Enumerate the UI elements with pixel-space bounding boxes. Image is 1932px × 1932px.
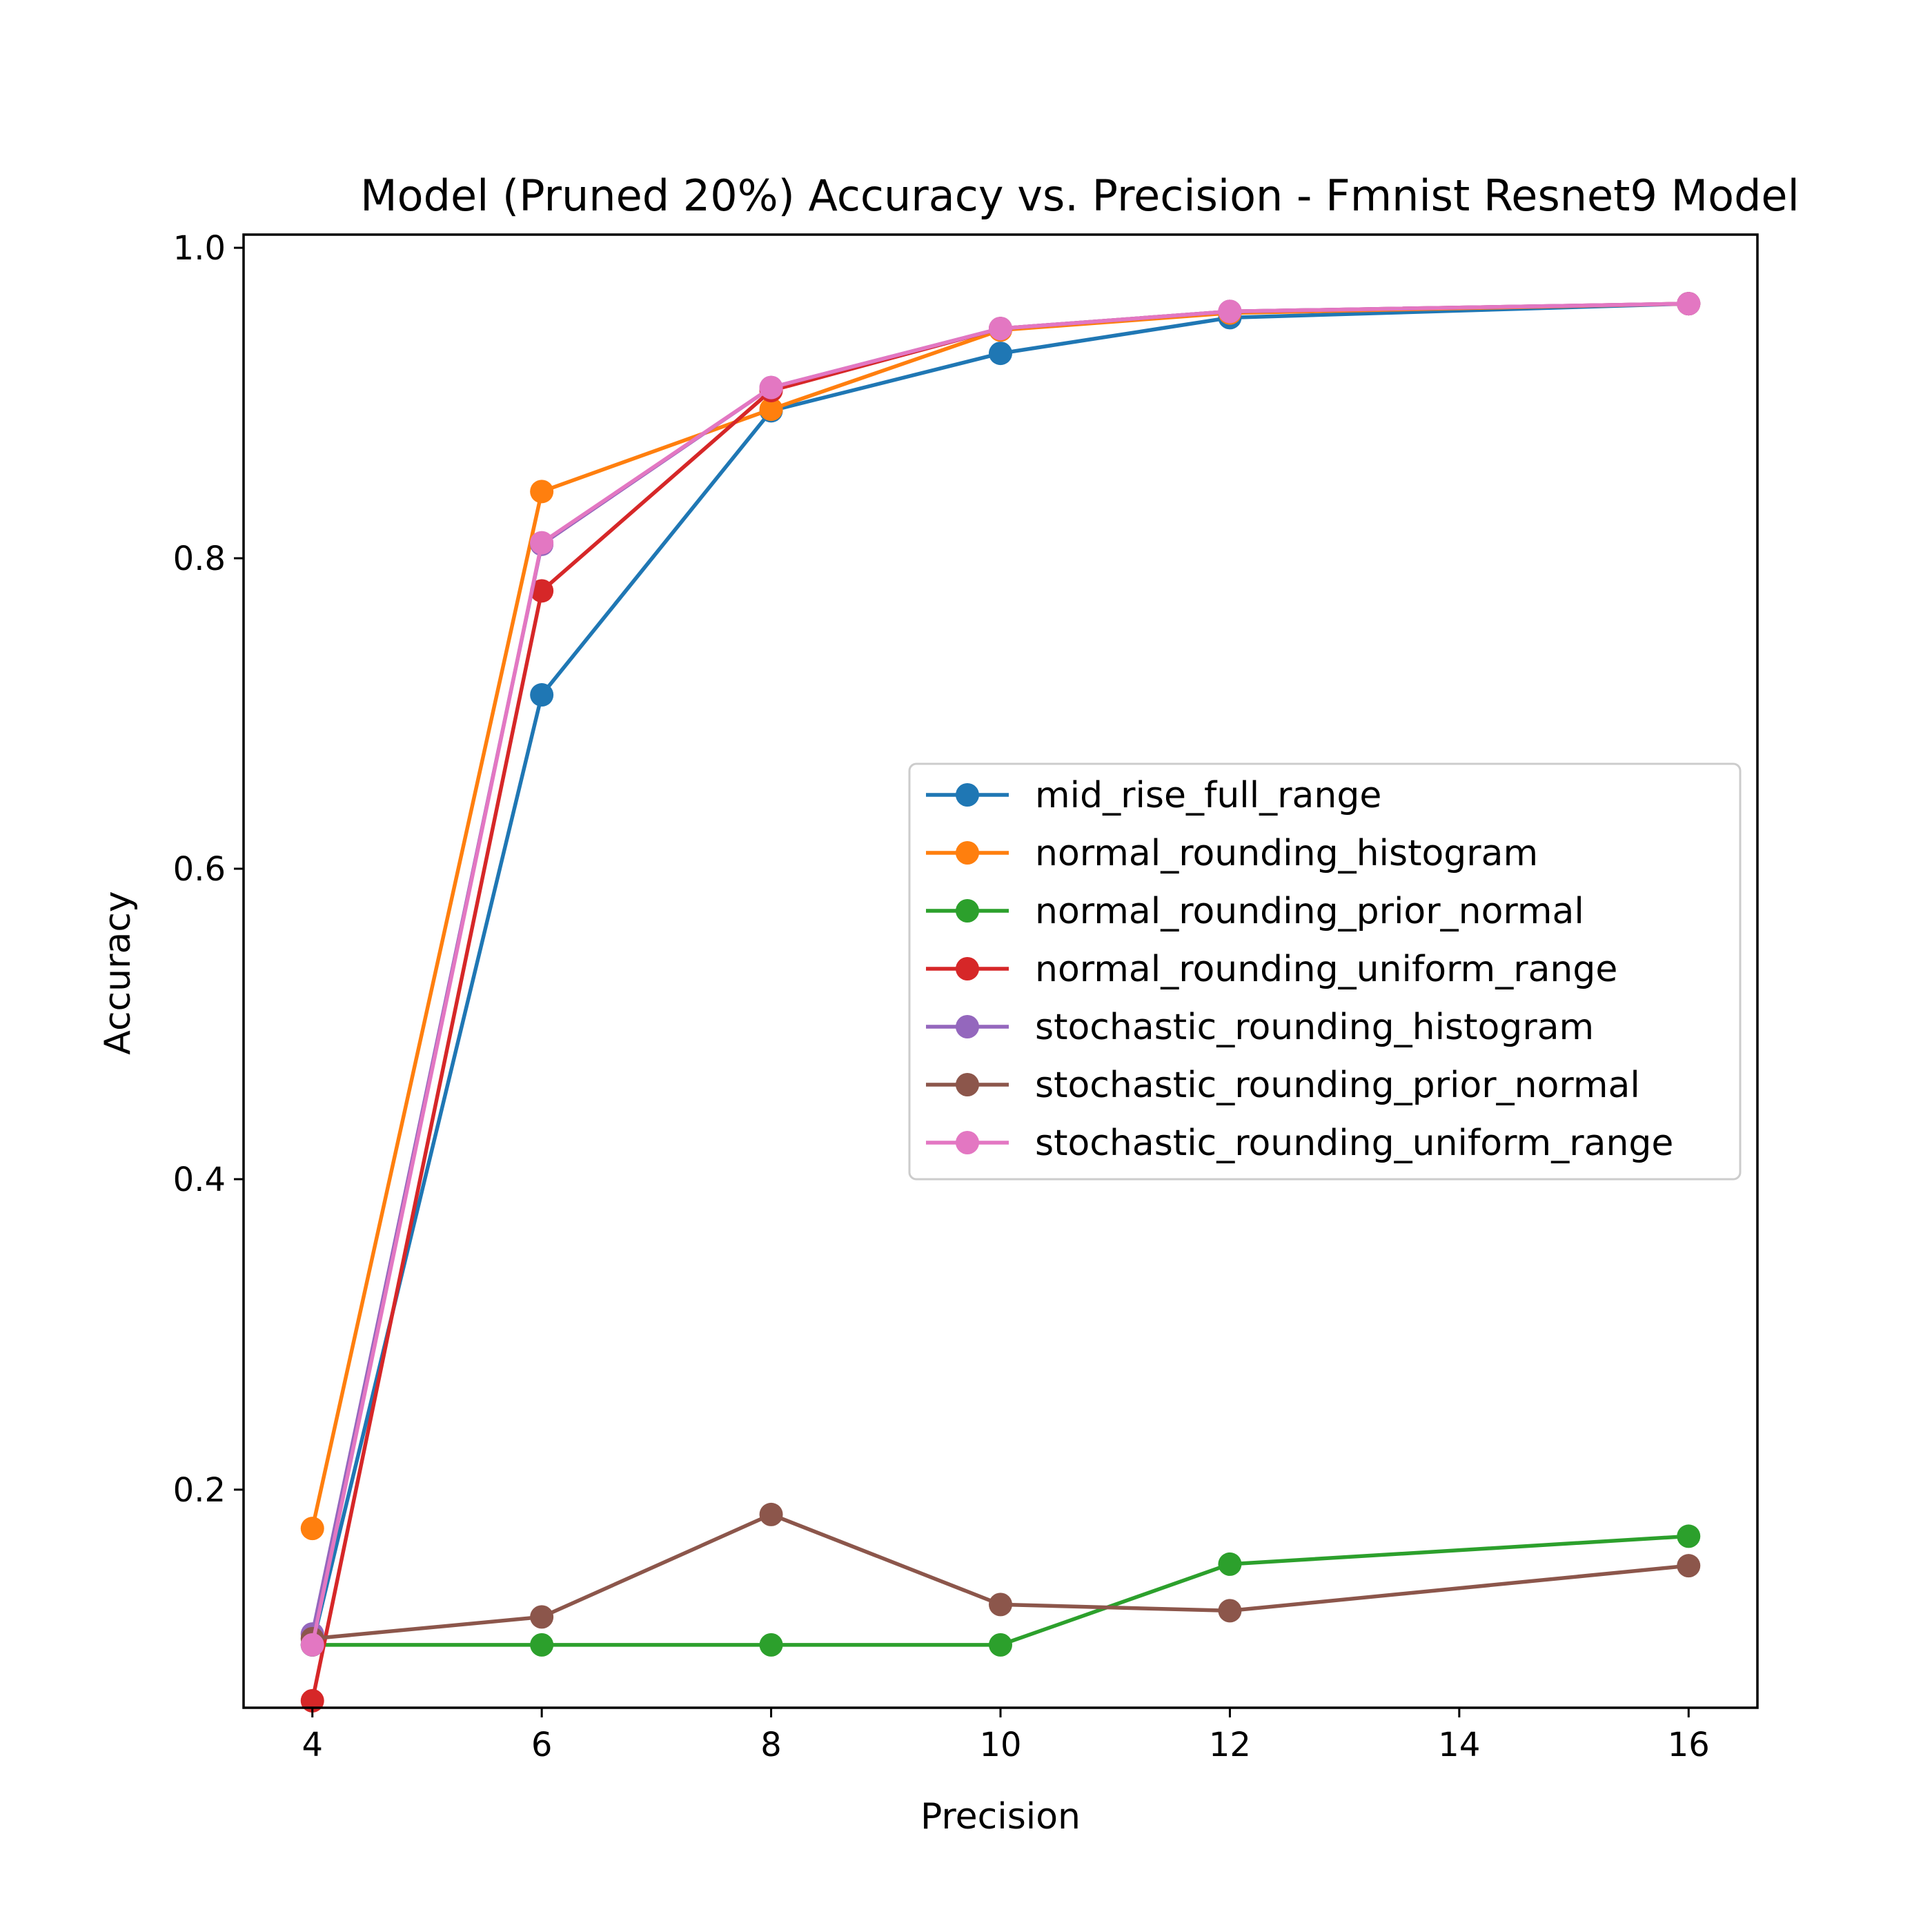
legend-label: mid_rise_full_range [1035, 775, 1381, 816]
x-tick-label: 6 [531, 1726, 553, 1764]
chart-title: Model (Pruned 20%) Accuracy vs. Precisio… [360, 170, 1800, 221]
data-point [1218, 1599, 1242, 1623]
series-line [310, 1512, 1691, 1641]
data-point [759, 1633, 783, 1657]
y-tick-label: 0.4 [173, 1161, 226, 1199]
series-line [310, 1534, 1691, 1647]
legend-marker [956, 899, 979, 923]
data-point [300, 1517, 324, 1541]
x-tick-label: 4 [302, 1726, 323, 1764]
legend-marker [956, 1015, 979, 1038]
legend-label: normal_rounding_histogram [1035, 833, 1538, 874]
data-point [989, 342, 1012, 366]
data-point [530, 579, 554, 603]
data-point [530, 531, 554, 555]
legend: mid_rise_full_range normal_rounding_histo… [908, 762, 1742, 1181]
legend-label: stochastic_rounding_uniform_range [1035, 1123, 1673, 1164]
x-tick-label: 12 [1209, 1726, 1251, 1764]
data-point [1218, 299, 1242, 324]
legend-label: stochastic_rounding_prior_normal [1035, 1065, 1640, 1106]
data-point [759, 1502, 783, 1526]
data-point [530, 683, 554, 707]
legend-label: stochastic_rounding_histogram [1035, 1007, 1594, 1048]
data-point [759, 397, 783, 422]
x-axis: 4 6 8 10 12 14 16 [302, 1708, 1710, 1764]
data-point [1218, 1552, 1242, 1576]
y-tick-label: 1.0 [173, 229, 226, 268]
x-tick-label: 16 [1668, 1726, 1710, 1764]
data-point [989, 1593, 1012, 1617]
legend-marker [956, 1131, 979, 1154]
y-axis: 0.2 0.4 0.6 0.8 1.0 [173, 229, 244, 1510]
plot-area [242, 233, 1759, 1713]
data-point [530, 480, 554, 504]
series-line [310, 302, 1691, 1648]
data-point [1677, 1524, 1701, 1548]
x-axis-label: Precision [920, 1796, 1081, 1837]
legend-marker [956, 841, 979, 865]
data-point [300, 1633, 324, 1657]
data-point [1677, 1554, 1701, 1578]
x-tick-label: 8 [760, 1726, 782, 1764]
legend-marker [956, 1073, 979, 1096]
x-tick-label: 14 [1438, 1726, 1480, 1764]
legend-marker [956, 783, 979, 807]
x-tick-label: 10 [979, 1726, 1021, 1764]
data-point [989, 1633, 1012, 1657]
y-tick-label: 0.8 [173, 540, 226, 578]
y-axis-label: Accuracy [97, 891, 139, 1054]
legend-label: normal_rounding_prior_normal [1035, 891, 1584, 932]
series-line [310, 302, 1691, 1648]
data-point [989, 317, 1012, 341]
data-point [530, 1605, 554, 1629]
data-point [1677, 292, 1701, 316]
data-point [759, 375, 783, 400]
y-tick-label: 0.2 [173, 1471, 226, 1510]
y-tick-label: 0.6 [173, 850, 226, 889]
legend-label: normal_rounding_uniform_range [1035, 949, 1617, 990]
legend-box [908, 762, 1742, 1181]
data-point [530, 1633, 554, 1657]
legend-marker [956, 957, 979, 980]
